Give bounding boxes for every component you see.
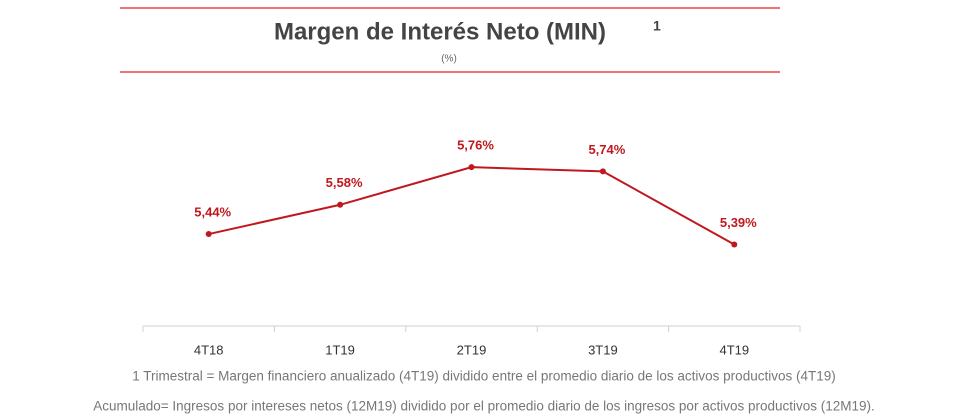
chart-subtitle: (%) xyxy=(441,54,457,65)
x-tick-label: 3T19 xyxy=(588,342,618,357)
point xyxy=(205,231,212,238)
footnote: Acumulado= Ingresos por intereses netos … xyxy=(93,399,875,414)
x-tick-label: 2T19 xyxy=(457,342,487,357)
point xyxy=(337,201,344,208)
data-label: 5,39% xyxy=(720,215,757,230)
footnote: 1 Trimestral = Margen financiero anualiz… xyxy=(132,369,835,384)
title-note: 1 xyxy=(653,18,661,34)
chart-title: Margen de Interés Neto (MIN) xyxy=(274,18,606,45)
point xyxy=(731,241,738,248)
point xyxy=(468,164,475,171)
line xyxy=(208,166,735,246)
x-tick-label: 4T18 xyxy=(194,342,224,357)
data-label: 5,76% xyxy=(457,138,494,153)
point xyxy=(599,168,606,175)
data-label: 5,58% xyxy=(326,175,363,190)
x-tick-label: 4T19 xyxy=(719,342,749,357)
x-tick-label: 1T19 xyxy=(325,342,355,357)
data-label: 5,44% xyxy=(194,204,231,219)
data-label: 5,74% xyxy=(588,142,625,157)
